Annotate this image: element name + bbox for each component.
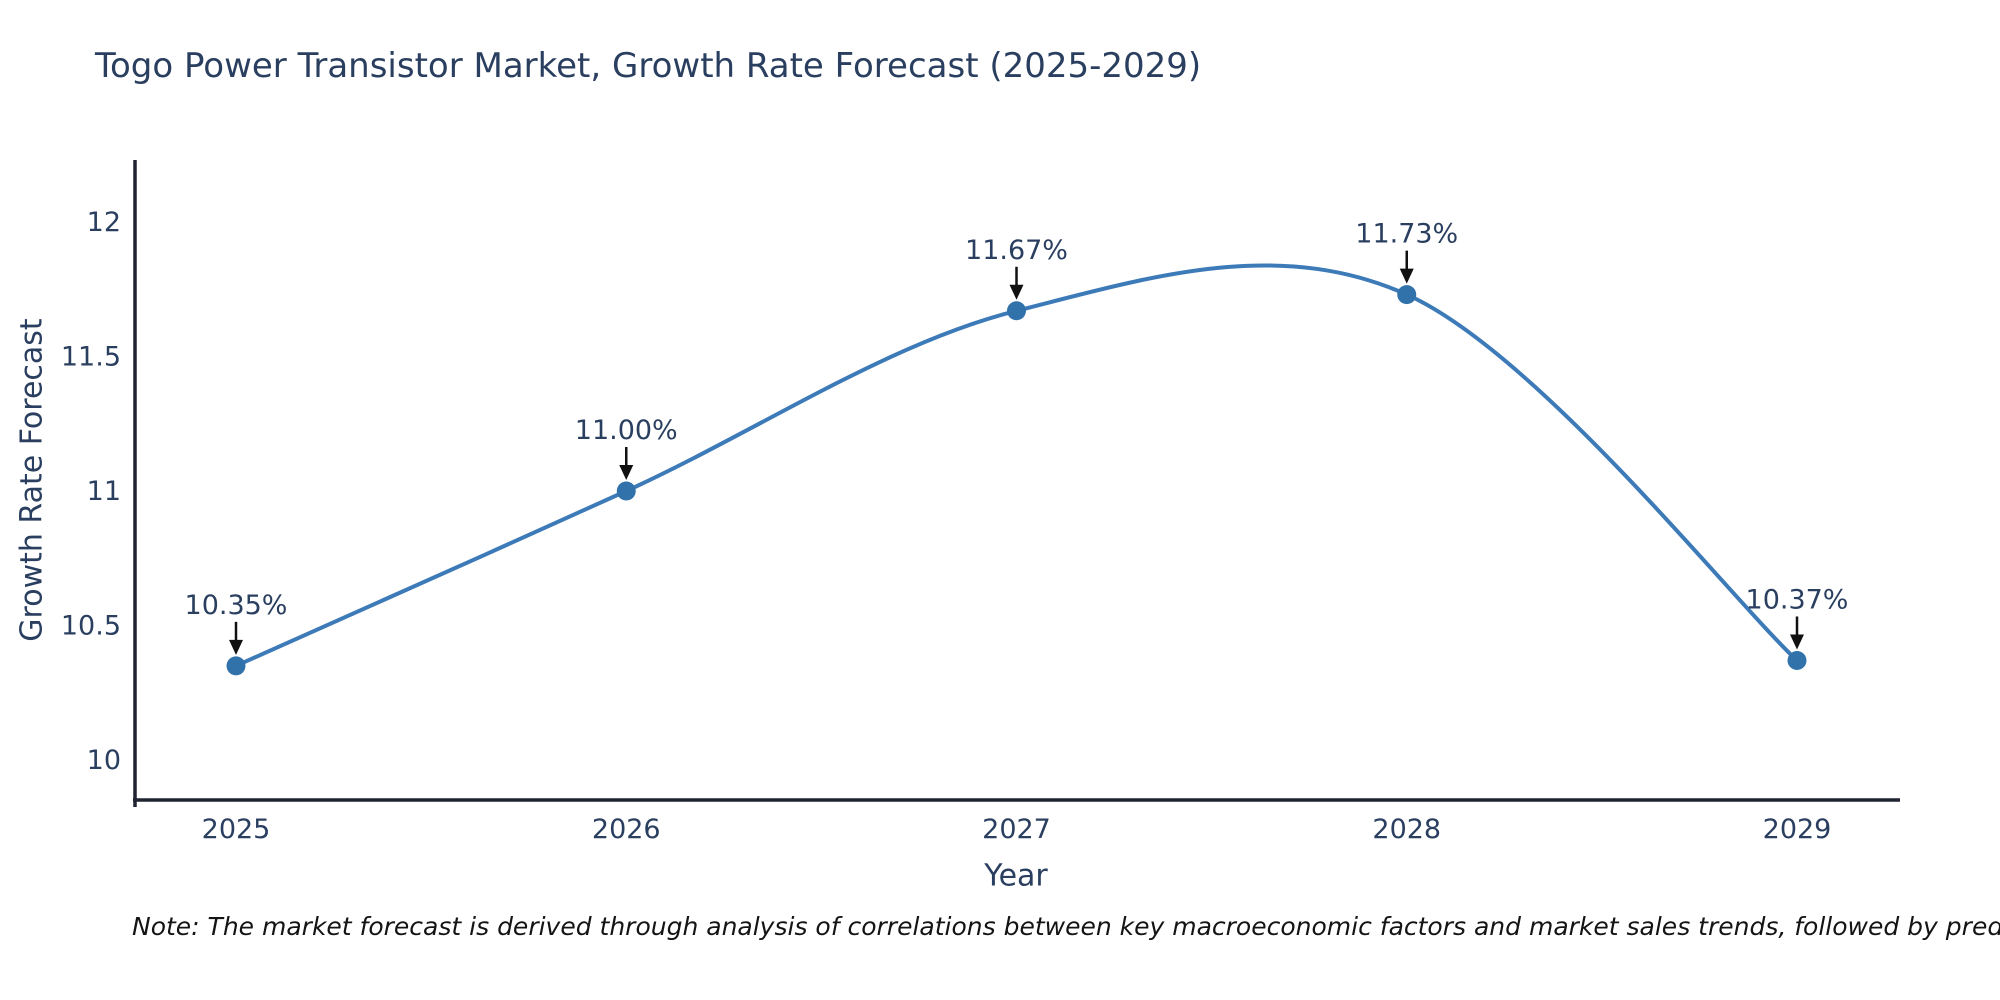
y-tick-label: 10.5 [61,611,121,642]
data-point-marker [1397,285,1417,305]
footnote: Note: The market forecast is derived thr… [132,912,2000,941]
x-tick-label: 2028 [1372,814,1441,845]
annotation-arrow-head [1009,284,1024,300]
data-point-marker [1007,301,1026,321]
y-tick-label: 12 [87,207,121,238]
x-tick-label: 2026 [592,814,661,845]
point-value-label: 11.00% [575,415,678,446]
forecast-line [235,263,1799,668]
x-tick-label: 2025 [202,814,271,845]
annotation-arrow-head [619,465,634,480]
annotation-arrow-head [1399,268,1414,284]
chart-title: Togo Power Transistor Market, Growth Rat… [95,46,1202,86]
x-tick-label: 2027 [982,814,1051,845]
x-tick-label: 2029 [1763,814,1832,845]
point-value-label: 11.67% [965,235,1068,266]
point-value-label: 10.35% [185,590,288,621]
data-point-marker [616,481,636,501]
y-tick-label: 10 [87,745,121,776]
y-axis-title: Growth Rate Forecast [14,318,50,642]
y-tick-label: 11.5 [61,342,121,373]
point-value-label: 11.73% [1355,219,1458,250]
data-point-marker [226,656,246,676]
x-axis-title: Year [984,858,1048,894]
data-point-marker [1787,650,1807,670]
point-value-label: 10.37% [1746,584,1849,615]
y-tick-label: 11 [87,476,121,507]
annotation-arrow-head [1790,634,1804,650]
annotation-arrow-head [229,639,243,655]
